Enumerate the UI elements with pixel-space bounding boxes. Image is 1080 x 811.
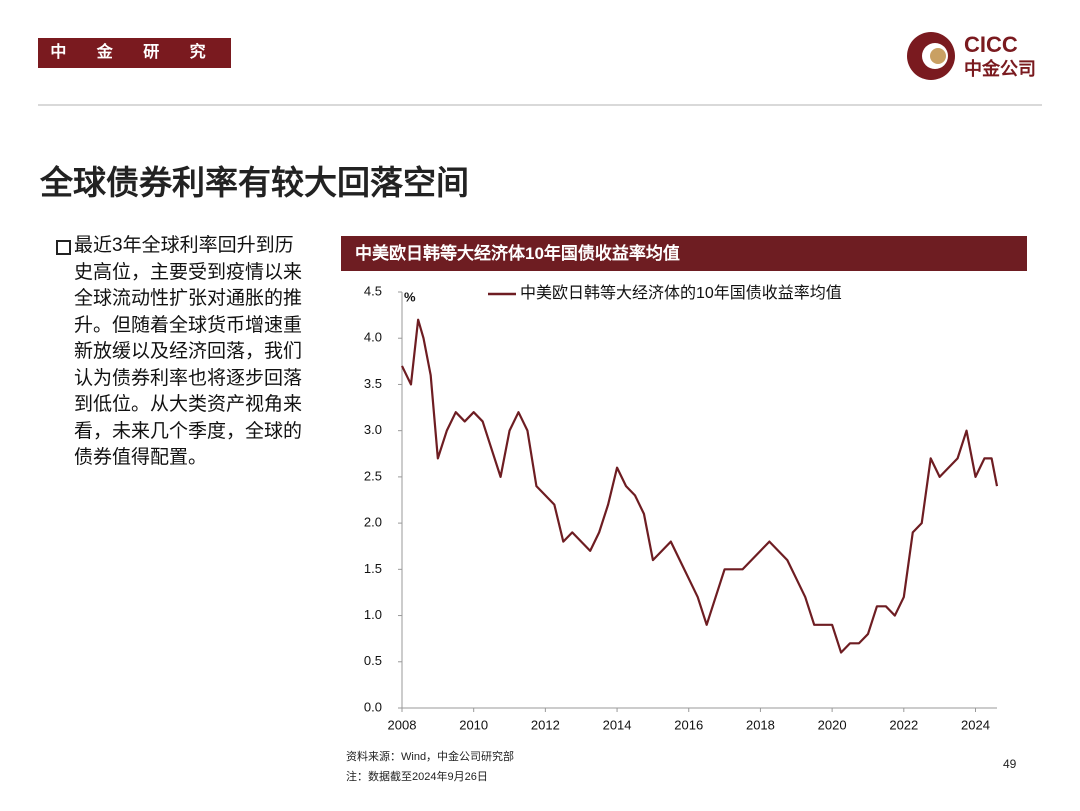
logo-text: 中金公司 (964, 59, 1036, 79)
source: 资料来源：Wind，中金公司研究部 (346, 751, 515, 763)
bullet-text: 最近3年全球利率回升到历史高位，主要受到疫情以来全球流动性扩张对通胀的推升。但随… (74, 235, 303, 468)
x-tick-label: 2022 (889, 717, 918, 732)
x-tick-label: 2012 (531, 717, 560, 732)
chart-title: 中美欧日韩等大经济体10年国债收益率均值 (341, 236, 1027, 271)
x-tick-label: 2014 (603, 717, 632, 732)
page-number: 49 (1003, 757, 1017, 771)
y-tick-label: 2.5 (364, 468, 382, 483)
y-tick-label: 4.0 (364, 330, 382, 345)
logo-text: CICC (964, 32, 1018, 57)
chart: 0.0 0.5 1.0 1.5 2.0 2.5 3.0 3.5 4.0 4.5 2008 2010 20… (364, 283, 999, 732)
data-line (401, 318, 999, 654)
y-axis-label: % (404, 289, 416, 304)
logo-mark (907, 32, 955, 80)
legend-label: 中美欧日韩等大经济体的10年国债收益率均值 (520, 284, 842, 302)
y-tick-label: 2.0 (364, 515, 382, 530)
y-tick-label: 3.0 (364, 422, 382, 437)
y-tick-label: 3.5 (364, 376, 382, 391)
slide-title: 全球债券利率有较大回落空间 (40, 164, 469, 201)
y-tick-label: 4.5 (364, 283, 382, 298)
y-tick-label: 1.0 (364, 607, 382, 622)
divider (38, 104, 1042, 106)
x-tick-label: 2008 (388, 717, 417, 732)
note: 注：数据截至2024年9月26日 (346, 771, 488, 783)
x-tick-label: 2018 (746, 717, 775, 732)
y-tick-label: 0.5 (364, 653, 382, 668)
y-tick-label: 1.5 (364, 561, 382, 576)
department-tag: 中 金 研 究 部 (38, 38, 231, 91)
x-tick-label: 2024 (961, 717, 990, 732)
x-tick-label: 2020 (818, 717, 847, 732)
x-tick-label: 2010 (459, 717, 488, 732)
x-tick-label: 2016 (674, 717, 703, 732)
bullet-icon (56, 240, 71, 255)
y-tick-label: 0.0 (364, 699, 382, 714)
